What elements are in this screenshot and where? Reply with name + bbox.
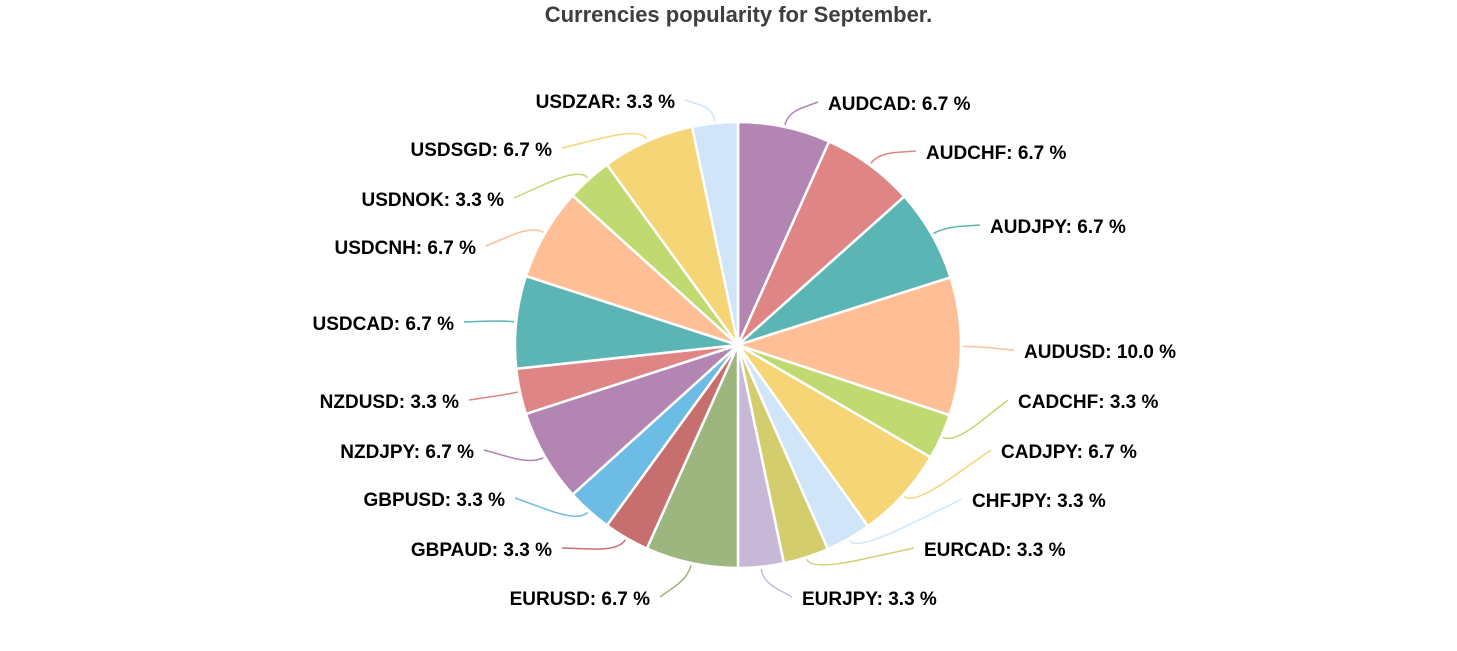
slice-label-chfjpy: CHFJPY: 3.3 % [972,491,1106,512]
connector-usdcnh [485,229,544,247]
slice-label-audchf: AUDCHF: 6.7 % [926,143,1067,164]
connector-usdzar [684,99,716,122]
pie-slice-usdzar[interactable] [690,120,740,347]
connector-cadchf [942,399,1009,440]
connector-audusd [962,345,1015,351]
connector-nzdjpy [483,449,544,462]
connector-cadjpy [903,449,992,500]
slice-labels: AUDCAD: 6.7 % AUDCHF: 6.7 % AUDJPY: 6.7 % A… [313,92,1177,610]
connector-nzdusd [468,391,519,401]
connector-usdsgd [561,132,648,149]
connector-eurcad [806,547,915,566]
slice-label-gbpusd: GBPUSD: 3.3 % [364,490,506,511]
slice-label-audjpy: AUDJPY: 6.7 % [990,217,1126,238]
slice-label-nzdusd: NZDUSD: 3.3 % [320,392,459,413]
slice-label-usdzar: USDZAR: 3.3 % [536,92,675,113]
slice-label-audusd: AUDUSD: 10.0 % [1024,342,1176,363]
slice-label-cadchf: CADCHF: 3.3 % [1018,392,1159,413]
slice-label-audcad: AUDCAD: 6.7 % [828,94,971,115]
slice-label-eurcad: EURCAD: 3.3 % [924,540,1066,561]
connector-audjpy [933,224,981,235]
pie-slices [513,120,963,570]
connector-usdcad [463,320,515,323]
slice-label-eurjpy: EURJPY: 3.3 % [802,589,937,610]
connector-eurjpy [760,568,793,598]
connector-chfjpy [848,498,963,545]
connector-usdnok [513,173,589,199]
connector-gbpusd [514,497,589,517]
slice-label-usdnok: USDNOK: 3.3 % [361,190,504,211]
slice-label-eurusd: EURUSD: 6.7 % [510,589,651,610]
connector-audcad [784,101,819,126]
chart-title: Currencies popularity for September. [544,2,933,27]
slice-label-usdcad: USDCAD: 6.7 % [313,314,455,335]
slice-label-cadjpy: CADJPY: 6.7 % [1001,442,1137,463]
connector-audchf [870,150,917,164]
label-connectors [463,99,1015,598]
connector-eurusd [659,564,692,598]
slice-label-gbpaud: GBPAUD: 3.3 % [411,540,552,561]
connector-gbpaud [561,539,626,550]
slice-label-nzdjpy: NZDJPY: 6.7 % [340,442,474,463]
slice-label-usdcnh: USDCNH: 6.7 % [335,238,477,259]
pie-slice-audusd[interactable] [736,276,963,417]
slice-label-usdsgd: USDSGD: 6.7 % [411,140,553,161]
